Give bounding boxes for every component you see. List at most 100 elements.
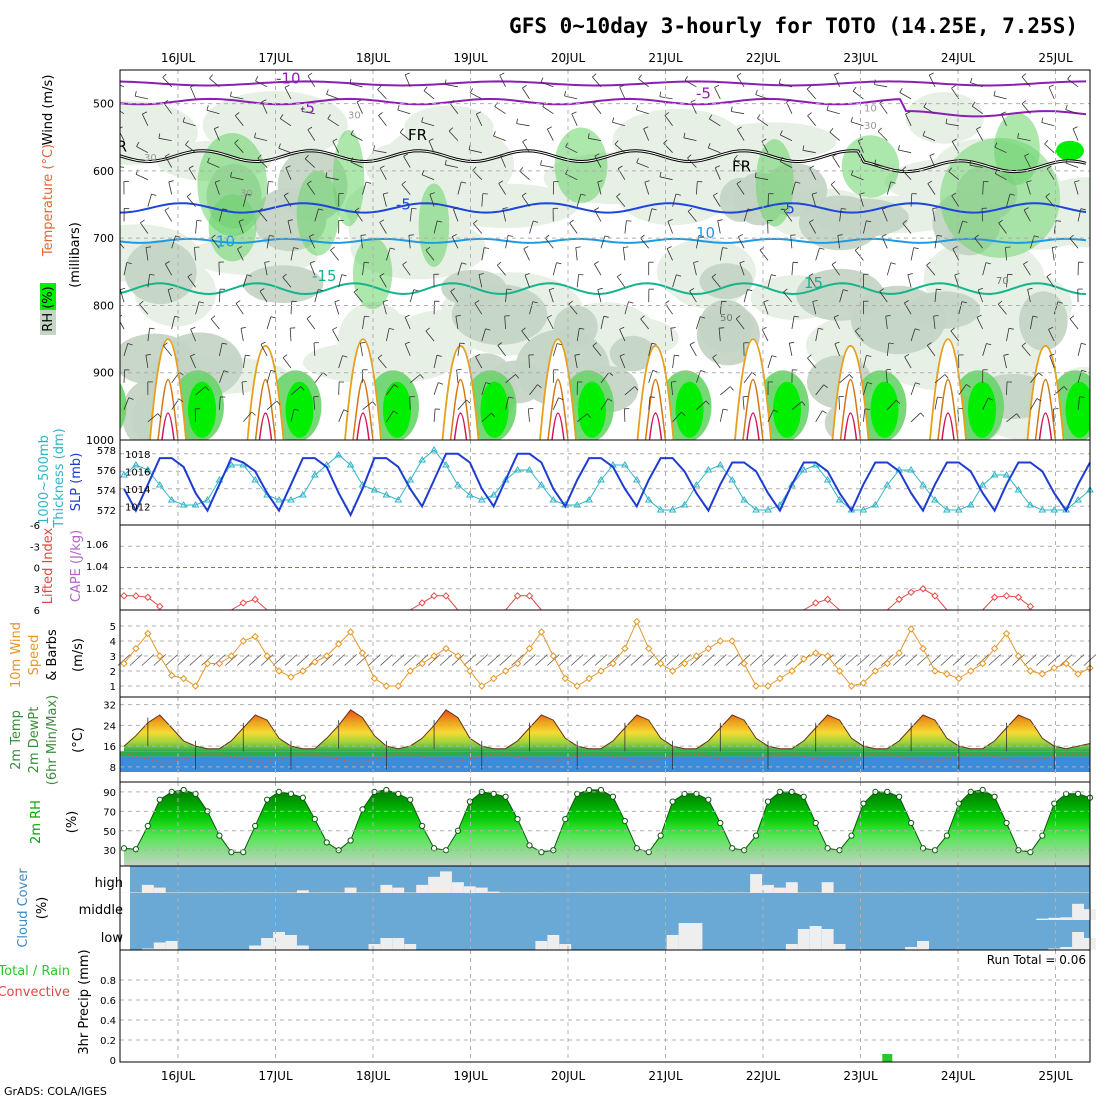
- wind-speed-marker: [299, 667, 307, 675]
- wind-barb-feather: [383, 192, 389, 195]
- thickness-marker: [287, 496, 295, 503]
- wind-barb-feather: [404, 314, 410, 318]
- wind-barb-feather: [864, 408, 870, 410]
- wind-barb-feather: [735, 315, 741, 320]
- wind-barb: [158, 137, 172, 141]
- surface-wind-barb: [141, 654, 155, 666]
- wind-barb-feather: [301, 106, 304, 112]
- wind-barb: [135, 173, 149, 181]
- surface-wind-barb: [630, 654, 644, 666]
- wind-barb: [648, 208, 653, 222]
- wind-barb-feather: [343, 409, 349, 413]
- wind-barb: [1049, 355, 1055, 369]
- wind-barb: [401, 184, 411, 195]
- wind-barb: [475, 356, 483, 369]
- wind-barb-feather: [325, 172, 328, 178]
- wind-barb-feather: [866, 355, 872, 357]
- rh-marker: [633, 845, 640, 852]
- wind-barb-feather: [712, 354, 717, 358]
- wind-barb-feather: [729, 386, 734, 391]
- rh-marker: [1051, 800, 1058, 807]
- wind-barb-feather: [1049, 353, 1055, 357]
- wind-barb: [313, 342, 316, 356]
- rh-marker: [645, 849, 652, 856]
- date-label: 23JUL: [843, 1069, 878, 1083]
- wind-barb-feather: [185, 140, 189, 145]
- rh-shade-green: [296, 170, 339, 256]
- surface-wind-barb: [523, 654, 536, 666]
- temp-tick: 32: [103, 701, 116, 712]
- wind-barb-feather: [327, 114, 331, 119]
- cloud-bar: [487, 891, 500, 893]
- wind-barb-feather: [360, 341, 366, 344]
- cloud-bar: [141, 948, 154, 950]
- cloud-bar: [332, 892, 345, 893]
- wind-barb-feather: [1027, 287, 1033, 290]
- wind-barb: [576, 193, 582, 207]
- wind-barb-feather: [976, 126, 981, 130]
- cloud-bar: [1072, 892, 1084, 893]
- wind-barb: [307, 75, 316, 88]
- wind-barb-feather: [210, 315, 216, 320]
- cloud-bar: [1060, 892, 1073, 893]
- cloud-bar: [726, 892, 739, 893]
- wind-barb: [767, 409, 774, 422]
- surface-wind-barb: [761, 654, 775, 666]
- slp-tick: 1012: [125, 502, 150, 513]
- surface-wind-barb: [165, 654, 178, 666]
- thickness-marker: [513, 466, 522, 473]
- wind-speed-marker: [645, 644, 653, 653]
- rh-shade-mid: [699, 263, 753, 300]
- wind-barb-feather: [850, 116, 853, 123]
- lifted-index-marker: [823, 595, 832, 604]
- wind-barb-feather: [287, 219, 293, 222]
- wind-barb: [505, 235, 509, 249]
- wind-barb: [1053, 408, 1055, 422]
- lifted-index-marker: [919, 585, 927, 593]
- rh-shade-low-bright: [870, 381, 899, 438]
- wind-barb-feather: [640, 234, 645, 239]
- wind-barb-feather: [807, 354, 812, 359]
- surface-wind-barb: [618, 654, 632, 666]
- wind-barb: [737, 129, 745, 141]
- wind-barb: [386, 410, 394, 423]
- wind-barb: [219, 370, 225, 383]
- wind-barb-feather: [1041, 117, 1044, 123]
- wind-barb: [954, 274, 960, 288]
- wind-barb-feather: [190, 84, 196, 88]
- wind-barb-feather: [830, 180, 836, 185]
- wind-barb: [167, 289, 173, 303]
- wind-barb: [993, 95, 1007, 100]
- rh-marker: [824, 845, 831, 852]
- wind-barb-feather: [612, 117, 615, 123]
- wind-barb: [505, 289, 507, 303]
- cloud-bar: [440, 871, 452, 893]
- thickness-marker: [477, 496, 486, 503]
- wind-barb: [950, 330, 960, 342]
- wind-speed-marker: [847, 682, 856, 690]
- wind-barb: [791, 316, 795, 330]
- wind-barb: [664, 115, 673, 127]
- rh-shade-low-bright: [1065, 381, 1090, 438]
- wind-barb: [519, 170, 530, 181]
- cloud-bar: [654, 892, 667, 893]
- wind-barb: [290, 409, 295, 422]
- lifted-index-tick: -6: [30, 521, 40, 532]
- wind-barb-feather: [521, 192, 527, 197]
- wind-speed-marker: [740, 659, 748, 668]
- rh-marker: [514, 816, 521, 823]
- wind-barb-feather: [428, 138, 434, 142]
- temp-contour-25: [254, 378, 277, 440]
- wind-barb-feather: [165, 153, 170, 157]
- thickness-marker: [597, 476, 605, 483]
- wind-barb-feather: [670, 327, 676, 329]
- wind-barb-feather: [377, 85, 382, 90]
- wind-barb-feather: [913, 247, 919, 250]
- wind-speed-marker: [752, 682, 760, 690]
- wind-barb: [976, 317, 984, 330]
- wind-barb: [379, 168, 387, 180]
- wind-barb-feather: [393, 384, 399, 388]
- wind-barb: [147, 274, 150, 288]
- wind-barb-feather: [270, 369, 276, 373]
- thickness-marker: [155, 481, 164, 488]
